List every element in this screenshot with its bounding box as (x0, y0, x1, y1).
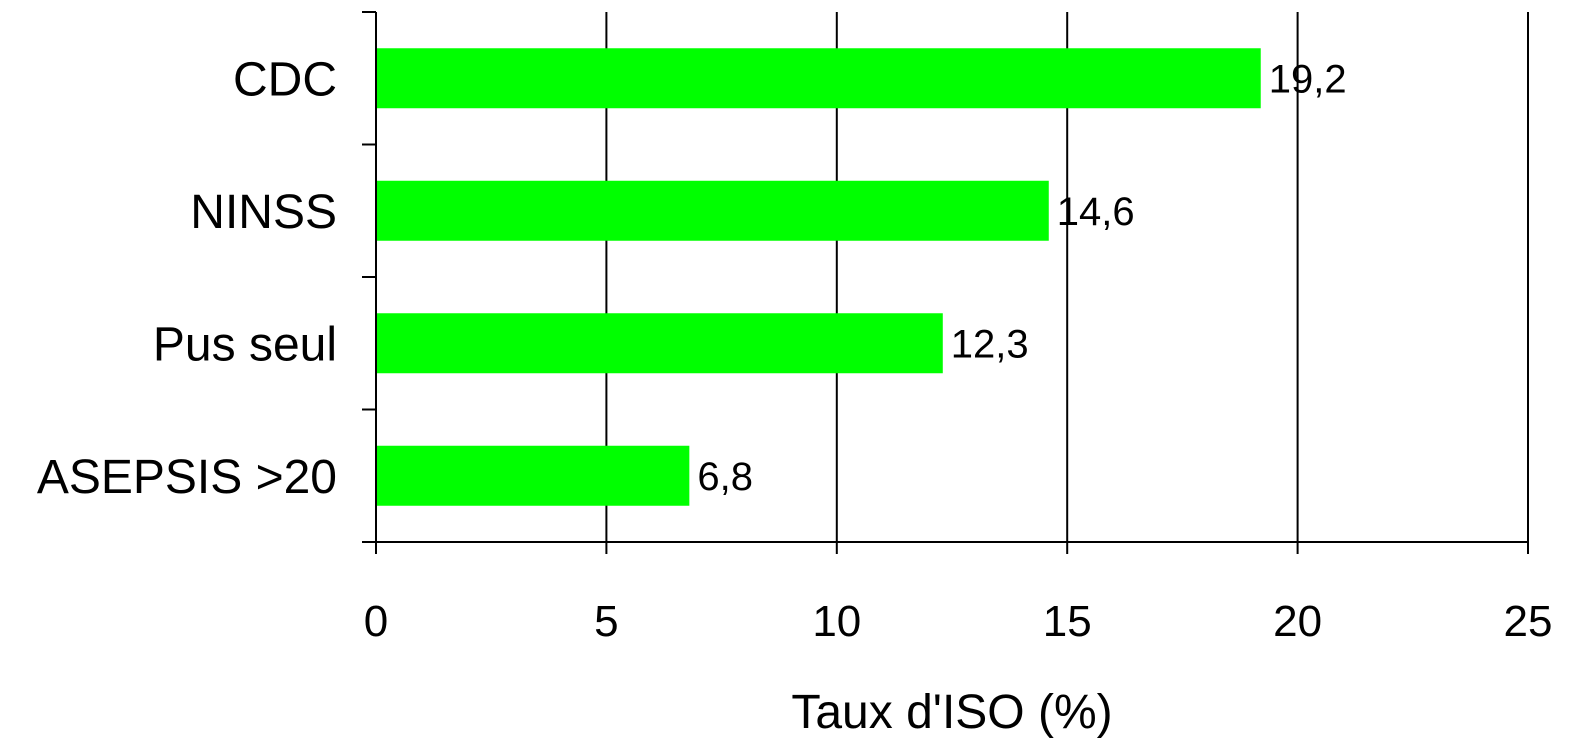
x-tick-label-10: 10 (812, 597, 861, 646)
bar-1 (376, 180, 1049, 241)
x-tick-label-15: 15 (1043, 597, 1092, 646)
category-label-3: ASEPSIS >20 (37, 451, 337, 504)
x-tick-label-25: 25 (1504, 597, 1553, 646)
bar-0 (376, 48, 1261, 109)
labels: 0 5 10 15 20 25 CDC NINSS Pus seul ASEPSIS >20 19,… (37, 53, 1553, 646)
x-tick-label-20: 20 (1273, 597, 1322, 646)
value-label-3: 6,8 (697, 455, 753, 499)
value-label-1: 14,6 (1057, 190, 1135, 234)
x-axis-title: Taux d'ISO (%) (791, 686, 1112, 739)
bar-2 (376, 313, 943, 374)
x-tick-label-5: 5 (594, 597, 618, 646)
value-label-0: 19,2 (1269, 57, 1347, 101)
category-label-0: CDC (233, 53, 337, 106)
bars (376, 48, 1261, 506)
category-label-2: Pus seul (153, 318, 337, 371)
axes (362, 11, 1529, 554)
bar-3 (376, 445, 690, 506)
x-tick-label-0: 0 (364, 597, 388, 646)
category-label-1: NINSS (190, 186, 337, 239)
value-label-2: 12,3 (951, 322, 1029, 366)
